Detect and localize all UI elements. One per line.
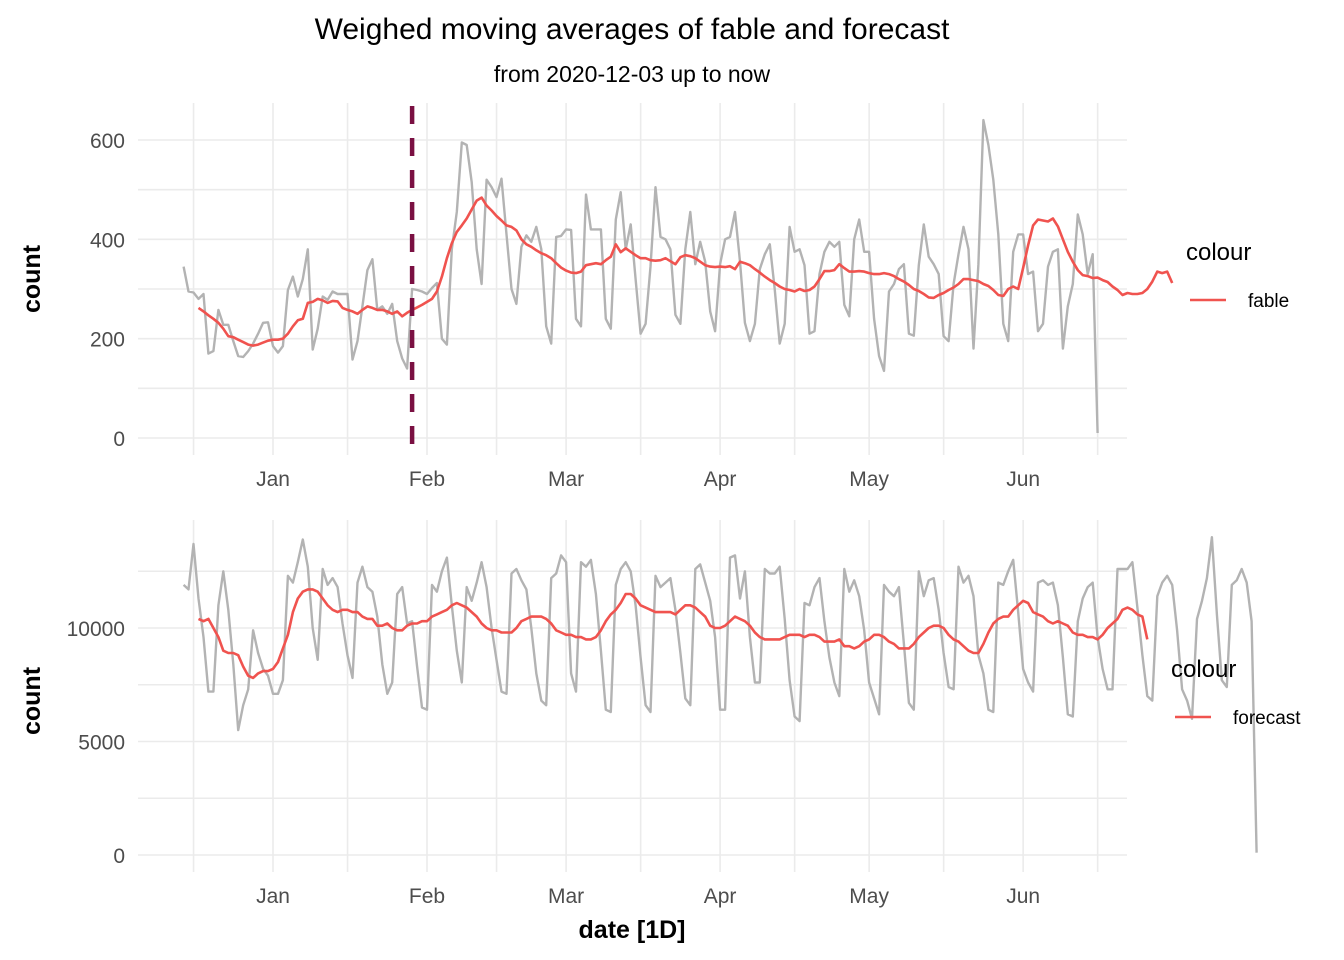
series-fable-line <box>197 196 1174 347</box>
x-tick-label: Mar <box>548 885 584 908</box>
x-tick-label: Feb <box>409 468 445 491</box>
y-tick-label: 10000 <box>67 618 125 641</box>
chart-subtitle: from 2020-12-03 up to now <box>494 61 771 87</box>
x-tick-label: Apr <box>704 885 737 908</box>
y-tick-label: 200 <box>90 329 125 352</box>
x-tick-label: Mar <box>548 468 584 491</box>
y-tick-label: 0 <box>113 845 125 868</box>
panel-top: 0 200 400 600 Jan Feb Mar Apr May Jun count <box>18 103 1174 491</box>
legend-forecast: colour forecast <box>1171 656 1301 729</box>
x-tick-label: Jan <box>256 885 290 908</box>
x-tick-label: Apr <box>704 468 737 491</box>
y-tick-label: 400 <box>90 229 125 252</box>
y-tick-label: 5000 <box>78 732 125 755</box>
panel-bottom: 0 5000 10000 Jan Feb Mar Apr May Jun count <box>18 520 1258 908</box>
series-raw-line <box>182 536 1258 853</box>
legend-label: fable <box>1248 291 1289 312</box>
legend-fable: colour fable <box>1186 239 1289 312</box>
legend-title: colour <box>1171 656 1236 683</box>
legend-label: forecast <box>1233 708 1301 729</box>
chart-title: Weighed moving averages of fable and for… <box>315 13 950 46</box>
x-axis-title: date [1D] <box>579 916 686 944</box>
y-tick-label: 600 <box>90 130 125 153</box>
series-forecast-line <box>197 588 1149 680</box>
x-tick-label: Feb <box>409 885 445 908</box>
y-axis-title: count <box>18 244 46 313</box>
x-tick-label: Jun <box>1006 885 1040 908</box>
x-tick-label: Jan <box>256 468 290 491</box>
x-tick-label: May <box>849 468 889 491</box>
y-axis-title: count <box>18 666 46 735</box>
legend-title: colour <box>1186 239 1251 266</box>
x-tick-label: May <box>849 885 889 908</box>
y-tick-label: 0 <box>113 428 125 451</box>
x-tick-label: Jun <box>1006 468 1040 491</box>
series-raw-line <box>182 118 1099 434</box>
